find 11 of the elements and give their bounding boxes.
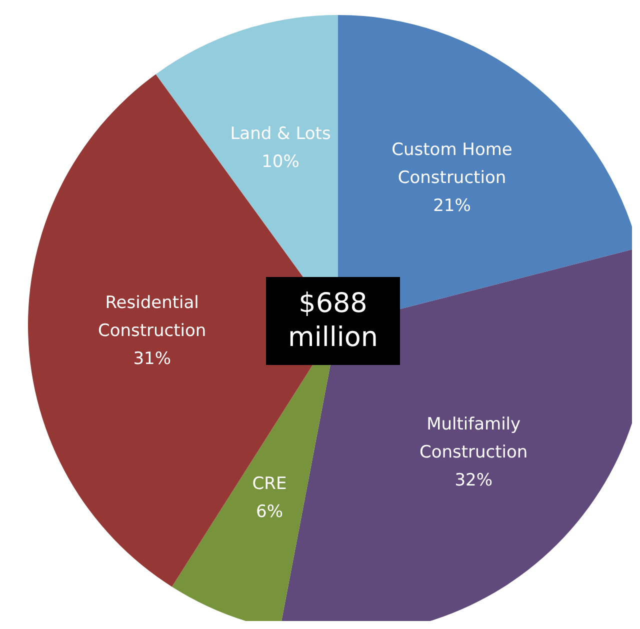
slice-label: Custom Home Construction	[392, 140, 512, 188]
data-label: 32%	[454, 470, 492, 490]
data-label: 21%	[433, 196, 471, 216]
slice-label: Residential Construction	[98, 292, 206, 341]
data-label: 10%	[262, 152, 300, 172]
text: $688 million	[266, 277, 400, 365]
data-label: 6%	[256, 502, 284, 522]
slice-label: CRE	[252, 474, 287, 494]
slice-label: Multifamily Construction	[419, 414, 528, 462]
slice-label: Land & Lots	[230, 124, 331, 144]
data-label: 31%	[133, 348, 171, 369]
